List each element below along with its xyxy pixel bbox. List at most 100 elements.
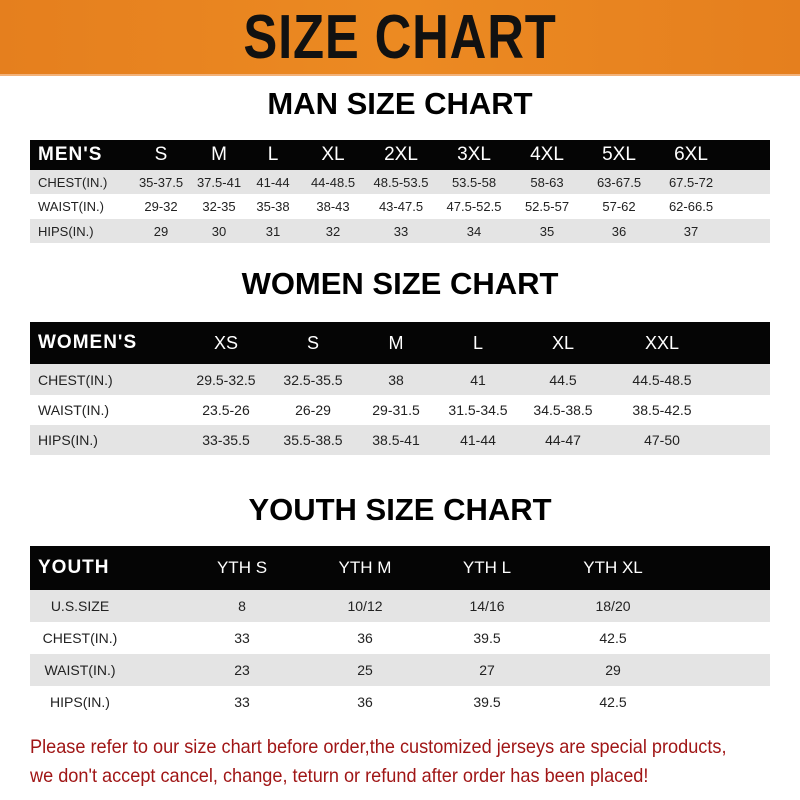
table-row: WAIST(IN.) 29-32 32-35 35-38 38-43 43-47.5 47.… (30, 194, 770, 219)
table-cell: 29-32 (144, 199, 178, 214)
size-column-header: YTH M (338, 558, 392, 577)
table-cell: 41-44 (460, 432, 496, 448)
table-row: CHEST(IN.) 35-37.5 37.5-41 41-44 44-48.5 48.5… (30, 170, 770, 194)
table-cell: 43-47.5 (378, 199, 424, 214)
table-cell: 62-66.5 (668, 199, 714, 214)
table-row: WAIST(IN.) 23.5-26 26-29 29-31.5 31.5-34.5 34… (30, 395, 770, 425)
size-column-header: XS (213, 332, 239, 353)
table-cell: 39.5 (473, 630, 501, 646)
row-label: WAIST(IN.) (38, 402, 110, 418)
women-header-row: WOMEN'S XS S M L XL XXL (30, 322, 770, 364)
table-cell: 38.5-42.5 (632, 402, 692, 418)
table-cell: 48.5-53.5 (373, 174, 429, 190)
banner-title: SIZE CHART (243, 3, 557, 72)
table-row: WAIST(IN.) 23 25 27 29 (30, 654, 770, 686)
youth-size-table: YOUTH YTH S YTH M YTH L YTH XL U.S.SIZE 8 10/12… (30, 546, 770, 718)
size-column-header: 4XL (530, 144, 564, 165)
table-cell: 36 (357, 630, 373, 646)
men-size-table: MEN'S S M L XL 2XL 3XL 4XL 5XL 6XL CHEST(IN.) 35-37… (30, 140, 770, 243)
table-cell: 37.5-41 (196, 174, 242, 190)
table-cell: 53.5-58 (451, 174, 497, 190)
table-cell: 38-43 (316, 199, 350, 214)
table-cell: 58-63 (530, 174, 564, 190)
row-label: CHEST(IN.) (38, 174, 108, 190)
table-cell: 33 (234, 694, 250, 710)
table-cell: 31.5-34.5 (448, 402, 508, 418)
row-label: WAIST(IN.) (38, 199, 104, 214)
table-cell: 41 (470, 371, 486, 388)
table-cell: 44.5-48.5 (632, 371, 692, 388)
table-cell: 37 (683, 223, 699, 239)
table-cell: 32.5-35.5 (283, 371, 343, 388)
table-cell: 14/16 (469, 598, 505, 614)
size-column-header: YTH S (216, 558, 268, 577)
size-column-header: 6XL (674, 144, 708, 165)
table-cell: 29.5-32.5 (196, 371, 256, 388)
table-cell: 29 (605, 662, 621, 678)
youth-header-label: YOUTH (38, 557, 110, 578)
table-cell: 38.5-41 (372, 432, 420, 448)
row-label: HIPS(IN.) (38, 223, 94, 239)
size-column-header: YTH XL (583, 558, 643, 577)
row-label: WAIST(IN.) (44, 662, 116, 678)
table-cell: 42.5 (599, 694, 627, 710)
size-column-header: YTH L (462, 558, 512, 577)
size-column-header: S (306, 332, 320, 353)
table-cell: 31 (265, 223, 281, 239)
table-cell: 57-62 (602, 199, 636, 214)
table-cell: 35-38 (256, 199, 290, 214)
table-cell: 63-67.5 (596, 174, 642, 190)
table-row: HIPS(IN.) 29 30 31 32 33 34 35 36 37 (30, 219, 770, 243)
table-cell: 41-44 (256, 174, 290, 190)
youth-section-title: YOUTH SIZE CHART (248, 492, 552, 527)
table-row: CHEST(IN.) 33 36 39.5 42.5 (30, 622, 770, 654)
row-label: CHEST(IN.) (42, 630, 118, 646)
size-column-header: XXL (644, 332, 680, 353)
row-label: CHEST(IN.) (38, 371, 113, 388)
table-cell: 33 (393, 223, 409, 239)
table-cell: 8 (238, 598, 246, 614)
table-cell: 44.5 (549, 371, 577, 388)
banner: SIZE CHART (0, 0, 800, 76)
table-cell: 67.5-72 (668, 174, 714, 190)
table-row: HIPS(IN.) 33-35.5 35.5-38.5 38.5-41 41-44 44-… (30, 425, 770, 455)
order-notice-line-2: we don't accept cancel, change, teturn o… (30, 765, 649, 787)
table-cell: 29 (153, 223, 169, 239)
table-cell: 27 (479, 662, 495, 678)
size-column-header: 3XL (457, 144, 491, 165)
size-column-header: M (211, 144, 227, 165)
size-column-header: M (388, 332, 404, 353)
row-label: HIPS(IN.) (38, 432, 98, 448)
table-cell: 35-37.5 (138, 174, 184, 190)
table-cell: 36 (611, 223, 627, 239)
order-notice-line-1: Please refer to our size chart before or… (30, 736, 727, 758)
men-header-label: MEN'S (38, 144, 103, 165)
size-column-header: XL (551, 332, 575, 353)
order-notice: Please refer to our size chart before or… (30, 733, 737, 791)
table-cell: 39.5 (473, 694, 501, 710)
table-cell: 23.5-26 (202, 402, 250, 418)
table-cell: 32 (325, 223, 341, 239)
row-label: U.S.SIZE (50, 598, 110, 614)
table-cell: 47-50 (644, 432, 680, 448)
table-cell: 30 (211, 223, 227, 239)
women-size-table: WOMEN'S XS S M L XL XXL CHEST(IN.) 29.5-32.5 32.5… (30, 322, 770, 455)
table-cell: 10/12 (347, 598, 383, 614)
table-cell: 35.5-38.5 (283, 432, 343, 448)
table-cell: 18/20 (595, 598, 631, 614)
size-column-header: 2XL (384, 144, 418, 165)
table-row: U.S.SIZE 8 10/12 14/16 18/20 (30, 590, 770, 622)
men-section-title: MAN SIZE CHART (267, 86, 533, 121)
table-cell: 38 (388, 371, 404, 388)
table-cell: 33 (234, 630, 250, 646)
table-cell: 34 (466, 223, 482, 239)
table-cell: 26-29 (295, 402, 331, 418)
men-header-row: MEN'S S M L XL 2XL 3XL 4XL 5XL 6XL (30, 140, 770, 170)
table-cell: 35 (539, 223, 555, 239)
table-cell: 44-47 (545, 432, 581, 448)
youth-header-row: YOUTH YTH S YTH M YTH L YTH XL (30, 546, 770, 590)
table-row: CHEST(IN.) 29.5-32.5 32.5-35.5 38 41 44.5 44.5… (30, 364, 770, 395)
table-row: HIPS(IN.) 33 36 39.5 42.5 (30, 686, 770, 718)
table-cell: 23 (234, 662, 250, 678)
size-column-header: XL (321, 144, 345, 165)
